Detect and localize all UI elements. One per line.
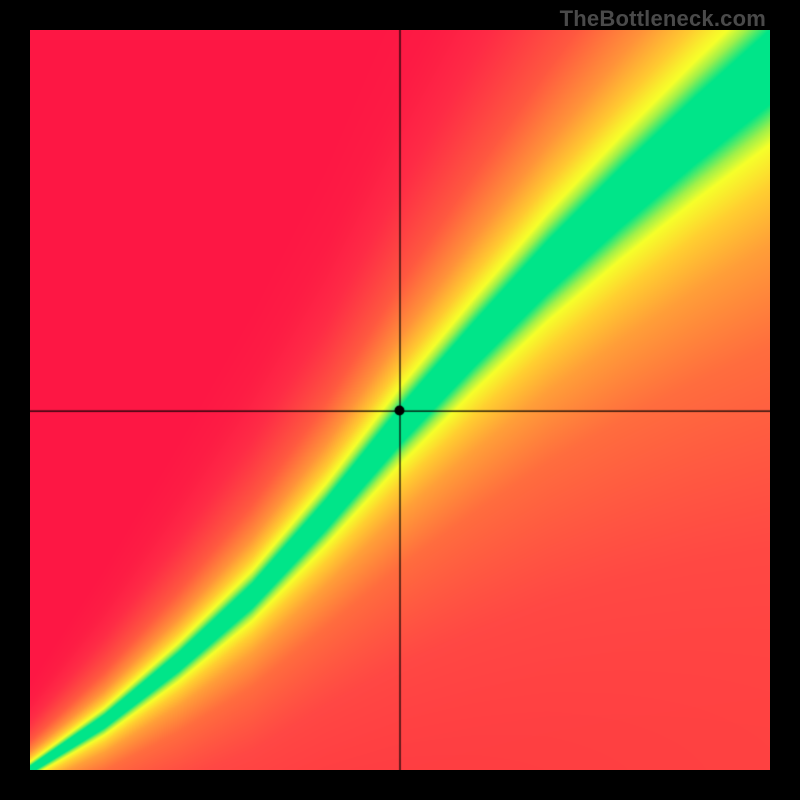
heatmap-canvas xyxy=(30,30,770,770)
plot-area xyxy=(30,30,770,770)
watermark-text: TheBottleneck.com xyxy=(560,6,766,32)
chart-container: TheBottleneck.com xyxy=(0,0,800,800)
